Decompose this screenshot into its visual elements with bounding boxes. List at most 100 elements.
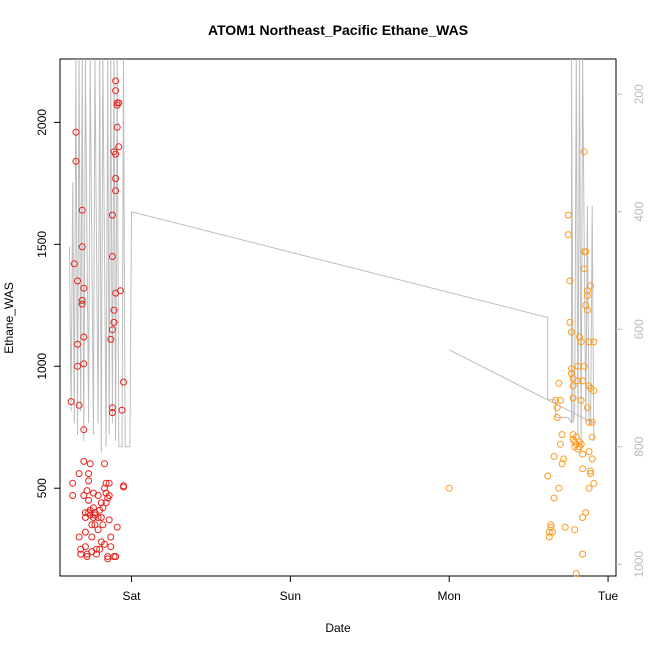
data-point [107,533,115,541]
data-point [585,338,593,346]
data-point [99,521,107,529]
data-point [572,570,580,578]
data-point [576,333,583,341]
data-point [91,521,99,529]
y-tick-label: 2000 [35,109,49,136]
data-point [86,460,94,468]
data-point [120,378,127,386]
data-point [569,382,577,390]
data-point [574,377,582,385]
data-point [74,362,81,370]
y-tick-label: 500 [35,478,49,498]
data-point [110,318,118,326]
data-point [105,516,113,524]
data-point [566,318,574,326]
data-point [590,387,598,395]
data-point [105,492,113,499]
data-point [85,470,93,478]
data-point [583,292,591,300]
data-point [577,396,585,404]
data-point [94,492,102,499]
chart-title: ATOM1 Northeast_Pacific Ethane_WAS [208,22,468,38]
data-point [568,328,575,336]
data-point [545,533,553,541]
data-point [549,528,556,536]
data-point [556,440,564,448]
data-point [78,300,86,308]
y2-tick-label: 400 [632,201,646,221]
x-tick-label: Sun [280,589,301,603]
data-point [97,499,105,507]
data-point [585,418,593,426]
data-point [545,528,553,536]
y2-tick-label: 1000 [632,551,646,578]
data-point [579,514,587,521]
data-point [81,543,89,551]
data-point [93,550,100,558]
data-point [544,472,552,480]
data-point [107,543,115,551]
data-point [115,143,123,151]
data-point [75,470,83,478]
data-point [583,287,591,295]
data-point [112,150,120,158]
data-point [558,431,566,439]
data-point [107,335,115,343]
data-point [93,545,100,553]
data-point [96,545,104,553]
data-point [582,248,590,256]
data-point [108,326,116,334]
data-point [585,484,593,492]
data-point [564,211,572,219]
data-point [101,484,108,492]
data-point [104,555,112,563]
data-point [555,379,563,387]
data-point [112,553,120,560]
data-point [547,521,555,529]
data-point [568,365,575,373]
data-point [579,377,587,385]
data-point [83,487,91,495]
data-point [89,504,97,512]
data-point [547,523,555,531]
right-axis-series-line [69,58,595,453]
right-axis-line-layer [69,58,595,453]
x-axis-label: Date [325,621,351,635]
data-point [558,460,566,468]
data-point [80,360,88,368]
data-point [80,284,88,292]
data-point [97,514,105,521]
data-point [116,287,124,295]
data-point [99,504,107,512]
data-point [550,494,558,502]
data-point [72,157,80,165]
x-tick-label: Mon [438,589,461,603]
data-point [577,440,585,448]
data-point [577,338,585,346]
data-point [112,187,120,195]
data-point [113,123,121,131]
data-point [579,465,587,473]
data-point [85,477,93,485]
data-point [587,467,595,475]
data-point [81,528,89,536]
data-point [102,479,110,487]
data-point [120,483,127,491]
data-point [561,523,569,531]
plot-frame [59,58,617,577]
data-point [108,211,116,219]
data-point [445,484,453,492]
data-point [579,450,587,458]
data-point [75,533,83,541]
right-axis-series-line-segment [448,349,595,424]
data-point [112,175,120,182]
data-point [113,523,121,531]
points-layer [67,77,598,578]
y2-tick-label: 200 [632,84,646,104]
data-point [101,460,108,468]
data-point [67,398,75,406]
data-point [72,128,80,136]
x-axis: Sat Sun Mon Tue [122,576,618,603]
data-point [115,99,123,107]
